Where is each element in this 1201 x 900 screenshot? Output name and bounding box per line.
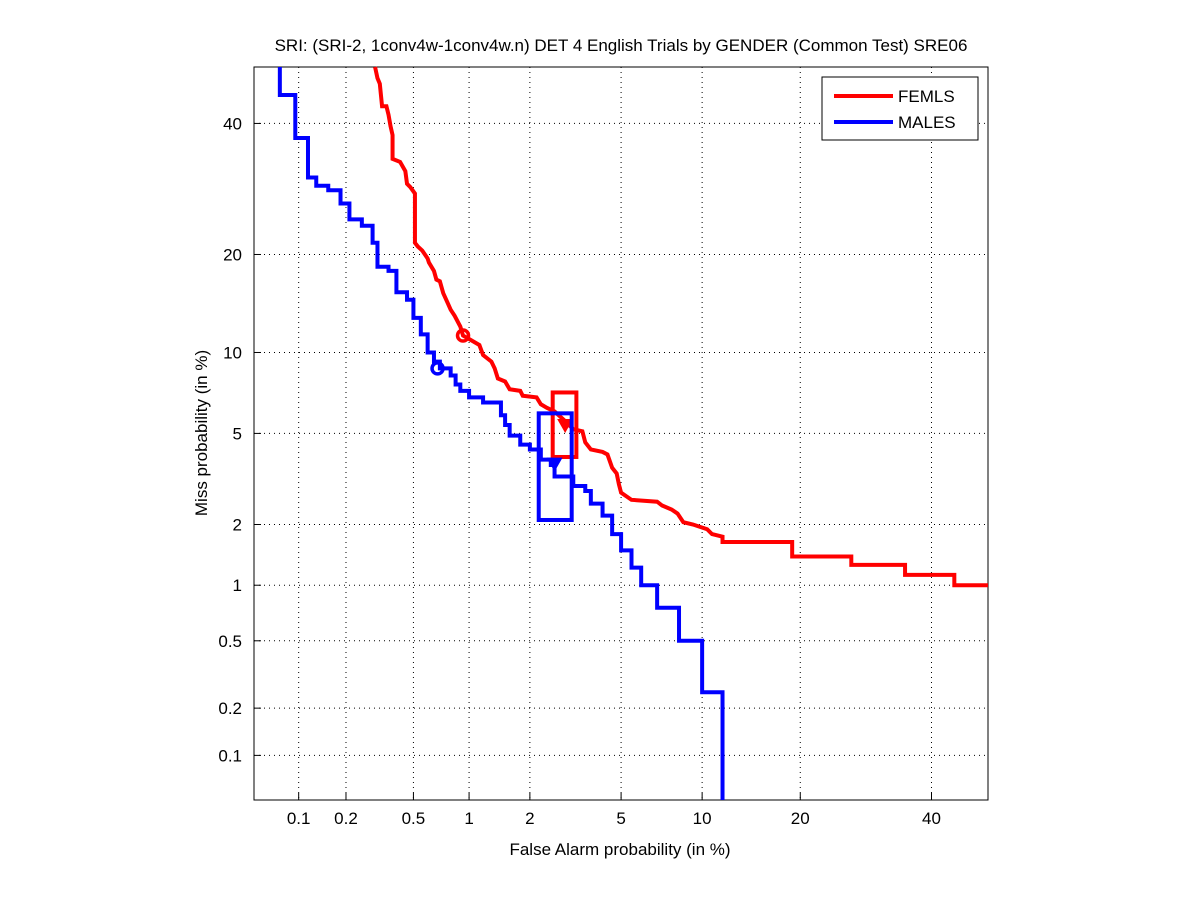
min-dcf-marker-femls xyxy=(455,328,471,343)
y-tick-label: 1 xyxy=(233,576,242,595)
y-tick-label: 0.1 xyxy=(218,746,242,765)
y-tick-label: 0.5 xyxy=(218,632,242,651)
y-tick-label: 5 xyxy=(233,424,242,443)
y-tick-label: 2 xyxy=(233,515,242,534)
confidence-box-femls xyxy=(550,390,579,459)
y-axis-label: Miss probability (in %) xyxy=(192,350,211,516)
chart-title: SRI: (SRI-2, 1conv4w-1conv4w.n) DET 4 En… xyxy=(275,36,968,55)
x-tick-label: 40 xyxy=(922,809,941,828)
x-tick-label: 5 xyxy=(616,809,625,828)
x-tick-label: 0.5 xyxy=(402,809,426,828)
x-tick-label: 20 xyxy=(791,809,810,828)
x-tick-label: 0.2 xyxy=(334,809,358,828)
y-tick-label: 40 xyxy=(223,114,242,133)
y-tick-label: 0.2 xyxy=(218,699,242,718)
legend: FEMLS MALES xyxy=(821,76,979,141)
x-tick-label: 0.1 xyxy=(287,809,311,828)
y-tick-label: 20 xyxy=(223,245,242,264)
grid xyxy=(254,67,988,800)
det-curve-males xyxy=(277,67,725,800)
x-axis-label: False Alarm probability (in %) xyxy=(509,840,730,859)
min-dcf-marker-males xyxy=(430,361,445,376)
confidence-box-males xyxy=(536,411,574,522)
legend-label-males: MALES xyxy=(898,113,956,132)
det-curve-femls xyxy=(373,66,988,588)
act-dcf-marker-males xyxy=(546,457,563,472)
x-tick-label: 2 xyxy=(525,809,534,828)
x-tick-label: 10 xyxy=(693,809,712,828)
legend-box xyxy=(821,76,979,141)
x-tick-label: 1 xyxy=(464,809,473,828)
act-dcf-marker-femls xyxy=(557,419,574,434)
legend-label-femls: FEMLS xyxy=(898,87,955,106)
y-tick-label: 10 xyxy=(223,343,242,362)
